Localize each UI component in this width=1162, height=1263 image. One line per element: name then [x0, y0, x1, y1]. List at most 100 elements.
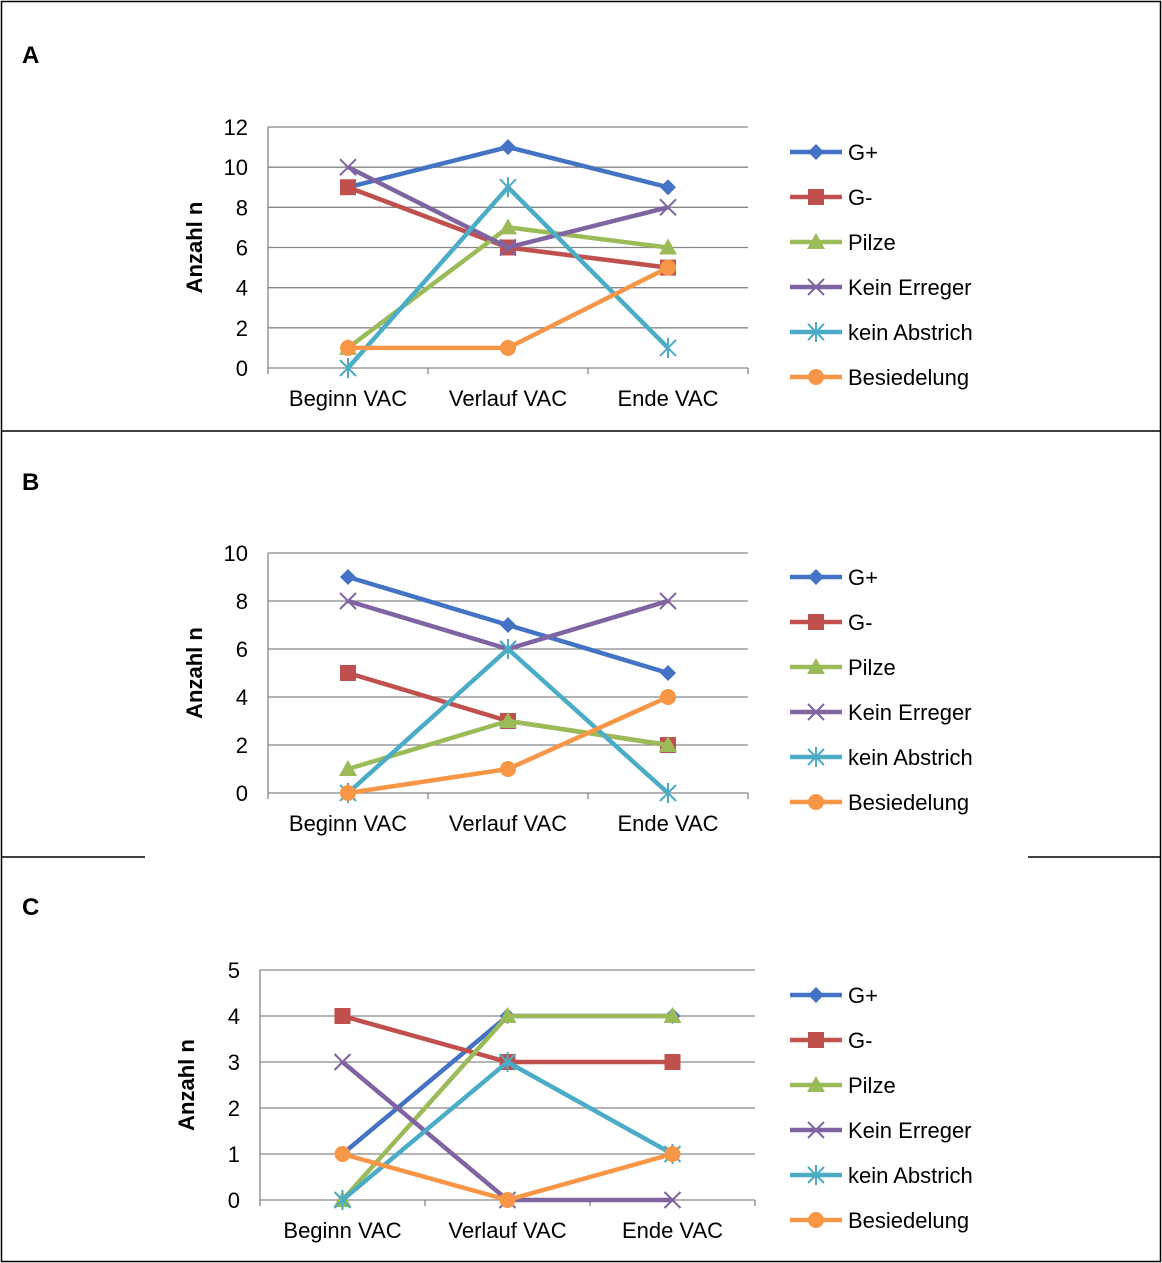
legend-marker [808, 794, 824, 810]
y-tick-label: 0 [236, 781, 248, 806]
legend-label: Pilze [848, 655, 896, 680]
y-tick-label: 3 [228, 1050, 240, 1075]
x-tick-label: Verlauf VAC [449, 811, 567, 836]
legend-label: G- [848, 610, 872, 635]
legend-label: Kein Erreger [848, 275, 972, 300]
data-point [663, 1007, 682, 1023]
data-point [500, 139, 516, 156]
legend-item: kein Abstrich [790, 320, 973, 345]
y-tick-label: 2 [228, 1096, 240, 1121]
legend-item: G+ [790, 565, 878, 590]
y-tick-label: 2 [236, 316, 248, 341]
legend-marker [807, 1076, 825, 1092]
y-tick-label: 1 [228, 1142, 240, 1167]
legend-marker [808, 569, 824, 585]
plot-area: 0 1 2 3 4 5 Beginn VAC Verlauf VAC Ende VAC Anzah… [174, 958, 973, 1243]
data-point [659, 736, 677, 752]
y-tick-label: 4 [236, 276, 248, 301]
data-point [664, 1146, 681, 1162]
legend-label: Pilze [848, 230, 896, 255]
x-tick-label: Ende VAC [617, 386, 718, 411]
y-tick-label: 6 [236, 637, 248, 662]
x-tick-label: Ende VAC [617, 811, 718, 836]
legend-label: Besiedelung [848, 1208, 969, 1233]
legend-marker [807, 747, 825, 767]
series-g- [340, 569, 676, 681]
legend-marker [807, 1165, 825, 1185]
legend: G+ G- Pilze Kein Erreger kein Abstrich Besied… [790, 983, 973, 1233]
legend-marker [808, 144, 824, 160]
y-tick-label: 10 [224, 155, 248, 180]
data-point [499, 1192, 516, 1208]
legend-label: G- [848, 1028, 872, 1053]
data-point [339, 592, 357, 610]
legend-label: Besiedelung [848, 365, 969, 390]
panel-label: C [22, 894, 39, 921]
legend-label: G- [848, 185, 872, 210]
series-besiedelung [340, 689, 676, 801]
legend-marker [807, 278, 825, 296]
legend-item: G- [790, 1028, 872, 1053]
y-axis-title: Anzahl n [174, 1039, 199, 1131]
data-point [334, 1008, 351, 1024]
legend-item: G- [790, 610, 872, 635]
data-point [663, 1191, 682, 1209]
legend-item: Pilze [790, 655, 896, 680]
legend-label: G+ [848, 983, 878, 1008]
data-point [660, 259, 676, 276]
data-point [659, 198, 677, 217]
panel-label: B [22, 469, 39, 496]
series-line [341, 1059, 674, 1202]
data-point [340, 339, 356, 356]
plot-area: 0 2 4 6 8 10 12 Beginn VAC Verlauf VAC Ende VAC An… [182, 115, 973, 411]
series-line [341, 1060, 673, 1203]
y-tick-label: 4 [228, 1004, 240, 1029]
data-point [660, 665, 676, 681]
data-point [498, 1007, 517, 1023]
legend-label: Besiedelung [848, 790, 969, 815]
data-point [340, 569, 356, 585]
legend: G+ G- Pilze Kein Erreger kein Abstrich Besied… [790, 565, 973, 815]
legend-label: G+ [848, 140, 878, 165]
y-tick-label: 4 [236, 685, 248, 710]
data-point [339, 358, 357, 378]
legend-marker [807, 1121, 825, 1139]
y-tick-label: 8 [236, 589, 248, 614]
data-point [664, 1054, 681, 1070]
data-point [333, 1053, 352, 1071]
legend-label: kein Abstrich [848, 320, 973, 345]
legend-item: kein Abstrich [790, 745, 973, 770]
y-tick-label: 5 [228, 958, 240, 983]
legend-marker [808, 189, 824, 205]
y-tick-label: 12 [224, 115, 248, 140]
y-tick-label: 8 [236, 195, 248, 220]
data-point [500, 339, 516, 356]
data-point [339, 760, 357, 776]
data-point [499, 712, 517, 728]
legend-item: Pilze [790, 230, 896, 255]
series-line [347, 670, 669, 748]
legend-item: Pilze [790, 1073, 896, 1098]
data-point [660, 179, 676, 196]
data-point [500, 617, 516, 633]
legend-label: G+ [848, 565, 878, 590]
series-kein-erreger [339, 158, 677, 257]
legend-marker [807, 233, 825, 249]
y-tick-label: 0 [236, 356, 248, 381]
legend-item: G- [790, 185, 872, 210]
y-tick-label: 0 [228, 1188, 240, 1213]
data-point [340, 179, 356, 196]
plot-area: 0 2 4 6 8 10 Beginn VAC Verlauf VAC Ende VAC Anza… [182, 541, 973, 836]
data-point [500, 761, 516, 777]
panel-c: C 0 1 2 3 4 5 Beginn VAC Verlauf VAC Ende VAC Anz… [22, 894, 973, 1243]
legend-item: Besiedelung [790, 1208, 969, 1233]
x-tick-label: Beginn VAC [283, 1218, 401, 1243]
legend-marker [807, 703, 825, 721]
legend-marker [808, 1212, 824, 1228]
series-besiedelung [340, 259, 676, 356]
y-axis-title: Anzahl n [182, 202, 207, 294]
legend-label: Kein Erreger [848, 700, 972, 725]
legend: G+ G- Pilze Kein Erreger kein Abstrich Besied… [790, 140, 973, 390]
y-tick-label: 2 [236, 733, 248, 758]
